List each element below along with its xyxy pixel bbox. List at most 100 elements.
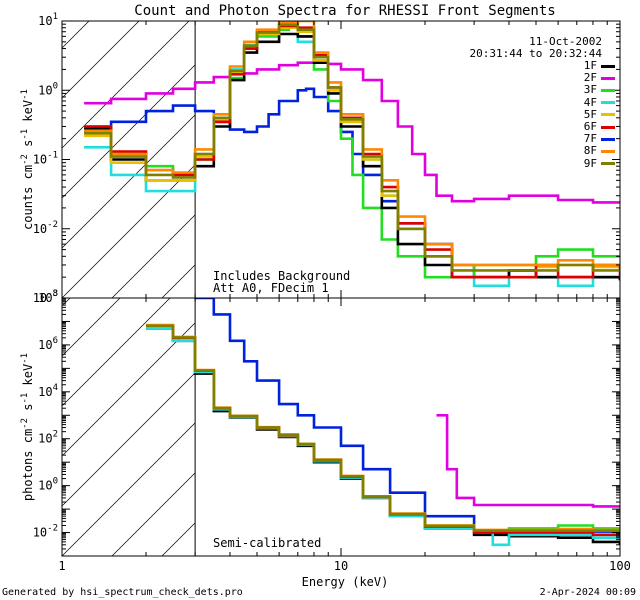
chart-title: Count and Photon Spectra for RHESSI Fron…: [134, 3, 555, 19]
y-tick-label-photons: 104: [38, 383, 58, 399]
y-tick-base: 10: [38, 83, 52, 97]
legend-item-7F: 7F: [584, 133, 615, 145]
y-axis-label-part: photons cm: [21, 429, 35, 501]
hatch-line: [62, 322, 196, 457]
hatch-line: [62, 64, 196, 199]
annotation-counts-0: Includes Background: [213, 269, 350, 283]
hatch-line: [62, 422, 196, 556]
y-tick-base: 10: [38, 479, 52, 493]
legend-swatch: [601, 150, 615, 154]
legend-item-6F: 6F: [583, 120, 615, 134]
hatch-line: [62, 21, 90, 49]
hatch-line: [312, 256, 612, 556]
legend-item-4F: 4F: [583, 95, 615, 109]
y-tick-label-photons: 10-2: [33, 524, 58, 540]
legend-label: 6F: [583, 120, 597, 134]
legend-item-3F: 3F: [584, 84, 615, 96]
hatch-line: [161, 522, 196, 556]
x-tick-label: 10: [334, 559, 348, 573]
y-tick-label-photons: 102: [38, 430, 58, 446]
legend-swatch: [601, 125, 615, 129]
hatch-line: [62, 21, 140, 99]
legend-label: 1F: [583, 59, 597, 72]
series-line-counts-3F: [84, 26, 620, 279]
y-axis-label-part: keV: [21, 100, 35, 129]
y-axis-label-counts: counts cm-2 s-1 keV-1: [20, 89, 35, 230]
legend-swatch: [601, 137, 615, 141]
y-tick-label-photons: 100: [38, 477, 58, 493]
legend-swatch: [601, 162, 615, 166]
legend-item-8F: 8F: [584, 145, 615, 157]
legend-swatch: [601, 76, 615, 80]
x-axis-label: Energy (keV): [302, 575, 389, 589]
legend-swatch: [601, 113, 615, 117]
legend-item-2F: 2F: [583, 71, 615, 85]
series-line-counts-2F: [84, 59, 620, 204]
hatch-line: [62, 298, 71, 307]
y-tick-label-photons: 108: [38, 289, 58, 305]
hatch-line: [62, 164, 196, 298]
y-axis-label-part: -2: [20, 418, 30, 429]
y-axis-label-part: -2: [20, 154, 30, 165]
legend-swatch: [601, 64, 615, 68]
annotation-photons-0: Semi-calibrated: [213, 536, 321, 550]
series-line-photons-7F: [195, 298, 620, 534]
y-tick-exp: -3: [47, 289, 58, 299]
legend-label: 8F: [583, 144, 597, 158]
y-tick-base: 10: [33, 291, 47, 305]
y-tick-base: 10: [33, 222, 47, 236]
series-line-counts-9F: [84, 23, 620, 272]
y-tick-exp: 0: [53, 81, 58, 91]
hatch-line: [62, 114, 196, 249]
series-line-photons-3F: [146, 325, 620, 532]
legend-label: 5F: [583, 107, 597, 121]
legend-item-1F: 1F: [583, 59, 615, 72]
y-tick-label-counts: 10-3: [33, 289, 58, 305]
y-tick-base: 10: [38, 385, 52, 399]
series-line-photons-2F: [436, 414, 620, 508]
series-line-photons-9F: [146, 324, 620, 532]
y-tick-base: 10: [38, 291, 52, 305]
hatch-line: [62, 298, 171, 407]
y-tick-exp: 0: [53, 477, 58, 487]
legend-label: 7F: [583, 132, 597, 146]
y-tick-base: 10: [33, 526, 47, 540]
y-tick-base: 10: [38, 338, 52, 352]
hatch-region-photons: [62, 256, 612, 556]
series-line-photons-5F: [146, 325, 620, 532]
legend-label: 3F: [583, 83, 597, 97]
y-tick-label-counts: 10-2: [33, 220, 58, 236]
hatch-line: [0, 0, 12, 298]
y-tick-exp: 8: [53, 289, 58, 299]
legend-label: 2F: [583, 71, 597, 85]
series-line-photons-1F: [146, 327, 620, 545]
legend-label: 4F: [583, 95, 597, 109]
footer-timestamp: 2-Apr-2024 00:09: [539, 587, 636, 598]
hatch-line: [62, 298, 121, 357]
y-tick-exp: 1: [53, 12, 58, 22]
legend-item-9F: 9F: [584, 157, 615, 170]
legend: 1F 2F 3F 4F 5F 6F 7F 8F 9F: [583, 59, 615, 170]
hatch-line: [262, 256, 562, 556]
y-tick-label-counts: 10-1: [33, 151, 58, 167]
y-axis-label-part: -1: [20, 129, 30, 140]
legend-swatch: [601, 101, 615, 105]
y-tick-label-counts: 101: [38, 12, 58, 28]
y-tick-exp: -2: [47, 220, 58, 230]
y-axis-label-part: -1: [20, 393, 30, 404]
hatch-line: [62, 21, 190, 149]
generated-by: Generated by hsi_spectrum_check_dets.pro: [2, 587, 243, 598]
y-axis-label-part: -1: [20, 89, 30, 100]
hatch-line: [111, 472, 196, 556]
observation-time-range: 20:31:44 to 20:32:44: [469, 47, 602, 60]
legend-swatch: [601, 89, 615, 92]
y-axis-label-part: s: [21, 140, 35, 154]
observation-time-box: 11-Oct-2002 20:31:44 to 20:32:44: [470, 36, 602, 60]
y-tick-exp: 6: [53, 336, 58, 346]
hatch-line: [62, 372, 196, 507]
y-axis-label-part: counts cm: [21, 165, 35, 230]
y-tick-label-photons: 106: [38, 336, 58, 352]
